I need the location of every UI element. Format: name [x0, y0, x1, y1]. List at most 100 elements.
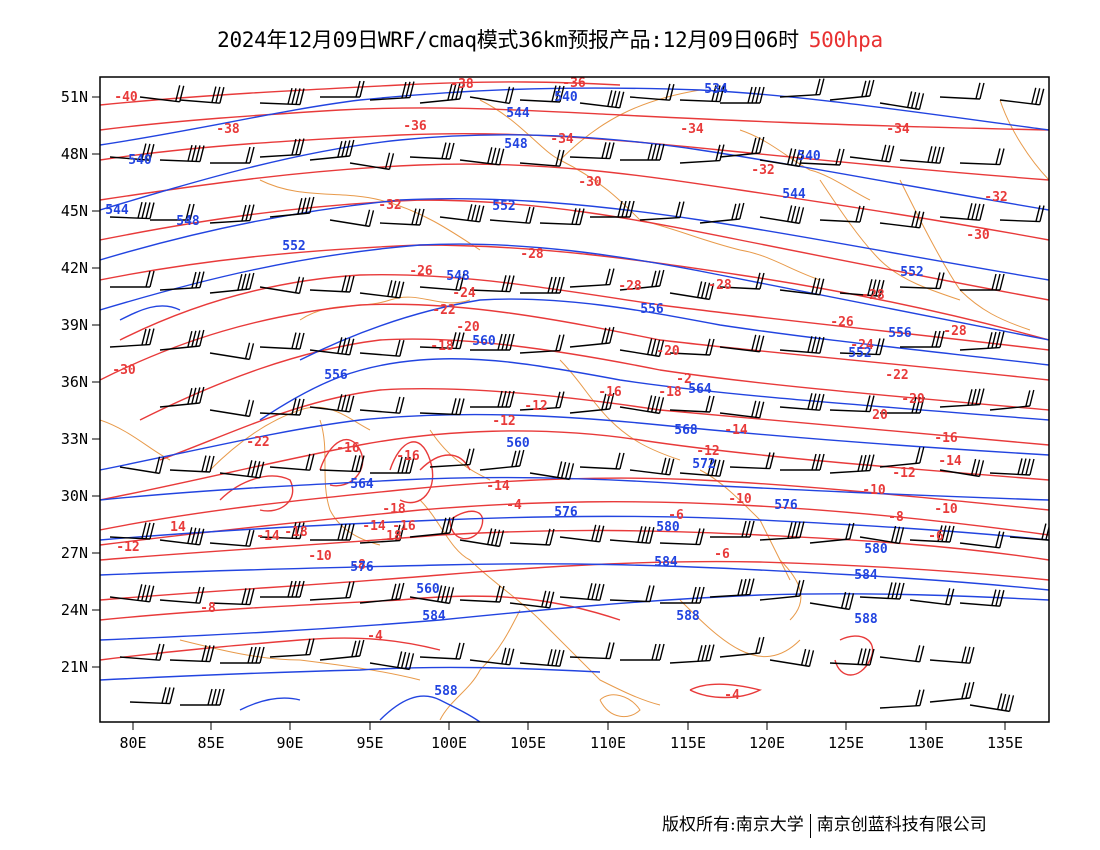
wind-barb — [840, 591, 847, 609]
temperature-label: -28 — [618, 279, 642, 294]
wind-barb — [704, 282, 711, 299]
wind-barb — [337, 523, 343, 541]
x-tick-label: 105E — [510, 734, 546, 752]
height-label: 588 — [676, 609, 700, 624]
wind-barb — [559, 85, 565, 103]
wind-barb-staff — [759, 216, 800, 225]
temperature-label: -10 — [308, 549, 332, 564]
wind-barb — [519, 449, 525, 467]
wind-barb — [471, 204, 477, 222]
wind-barb — [679, 201, 685, 218]
wind-barb — [935, 146, 941, 164]
wind-barb — [568, 463, 575, 480]
wind-barb — [619, 91, 625, 108]
wind-barb-staff — [729, 466, 770, 470]
wind-barb — [641, 526, 647, 543]
wind-barb — [551, 276, 557, 294]
wind-barb — [675, 201, 681, 219]
temperature-label: -36 — [562, 76, 586, 91]
height-label: 576 — [350, 560, 374, 575]
wind-barb — [815, 278, 821, 295]
wind-barb — [498, 530, 505, 547]
wind-barb — [201, 455, 207, 472]
wind-barb-staff — [719, 152, 760, 158]
wind-barb — [808, 650, 815, 667]
wind-barb — [919, 645, 925, 662]
wind-barb-staff — [459, 539, 500, 548]
wind-barb — [209, 645, 215, 662]
wind-barb-staff — [419, 98, 460, 104]
wind-barb-staff — [159, 286, 200, 291]
height-label: 540 — [128, 153, 152, 168]
wind-barb-staff — [119, 656, 160, 661]
wind-barb — [991, 273, 997, 291]
wind-barb — [399, 340, 405, 357]
wind-barb — [646, 338, 653, 355]
wind-barb — [219, 688, 225, 706]
wind-barb-staff — [159, 539, 200, 546]
wind-barb-staff — [959, 542, 1000, 549]
wind-barb-staff — [939, 96, 980, 100]
wind-barb-staff — [169, 469, 210, 473]
wind-barb — [605, 642, 611, 659]
temperature-label: -40 — [114, 90, 138, 105]
temperature-label: -30 — [966, 228, 990, 243]
wind-barb — [547, 276, 553, 294]
wind-barb-staff — [359, 598, 400, 604]
wind-barb-staff — [309, 406, 350, 413]
temperature-label: -38 — [216, 122, 240, 137]
wind-barb — [811, 393, 817, 410]
wind-barb — [941, 525, 947, 542]
wind-barb — [551, 649, 557, 666]
temperature-label: -8 — [200, 601, 216, 616]
wind-barb — [247, 646, 253, 664]
wind-barb-staff — [959, 346, 1000, 351]
wind-barb — [869, 79, 875, 97]
wind-barb-staff — [459, 159, 500, 166]
height-contour — [379, 695, 481, 722]
wind-barb — [649, 527, 655, 544]
border-line — [999, 99, 1049, 181]
wind-barb-staff — [909, 599, 950, 606]
wind-barb — [187, 331, 193, 348]
wind-barb-staff — [879, 704, 920, 709]
wind-barb — [149, 270, 155, 288]
wind-barb-staff — [779, 289, 820, 296]
wind-barb — [999, 273, 1005, 291]
wind-barb — [298, 277, 305, 294]
wind-barb — [555, 334, 561, 352]
wind-barb — [737, 579, 743, 596]
wind-barb — [560, 461, 567, 479]
wind-barb-staff — [629, 469, 670, 476]
wind-barb — [731, 203, 737, 220]
wind-barb — [745, 520, 751, 538]
wind-barb — [811, 277, 817, 295]
wind-barb-staff — [609, 539, 650, 544]
wind-barb — [455, 273, 461, 291]
border-line — [429, 429, 491, 481]
temperature-label: -28 — [520, 247, 544, 262]
wind-barb — [967, 203, 973, 220]
wind-barb — [867, 279, 873, 296]
temperature-label: -26 — [830, 315, 854, 330]
wind-barb — [1017, 458, 1023, 475]
wind-barb-staff — [759, 536, 800, 541]
wind-barb — [1039, 205, 1045, 222]
wind-barb-staff — [559, 536, 600, 543]
wind-barb-staff — [259, 153, 300, 158]
wind-barb — [455, 332, 461, 349]
wind-barb — [601, 393, 607, 410]
wind-barb — [337, 337, 343, 354]
wind-barb — [515, 450, 521, 467]
axis-ticks: 80E 85E 90E 95E 100E 105E 110E 115E 120E 125E 130E… — [61, 88, 1023, 752]
wind-barb — [637, 526, 643, 543]
wind-barb — [241, 588, 247, 605]
wind-barb — [861, 80, 867, 97]
wind-barb — [745, 578, 751, 596]
wind-barb — [711, 459, 717, 476]
temperature-label: -12 — [492, 414, 515, 429]
wind-barb — [975, 203, 981, 221]
wind-barb-staff — [179, 99, 220, 104]
wind-barb — [995, 331, 1001, 349]
wind-barb — [341, 523, 347, 541]
